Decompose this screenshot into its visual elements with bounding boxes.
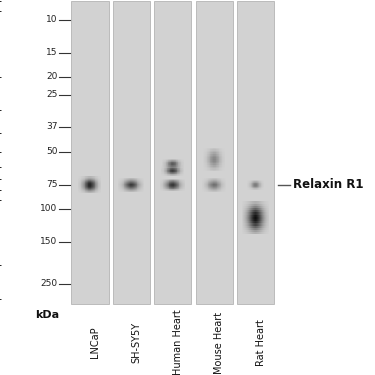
- Text: 250: 250: [40, 279, 57, 288]
- Text: 25: 25: [46, 90, 57, 99]
- Text: 150: 150: [40, 237, 57, 246]
- Text: kDa: kDa: [35, 310, 59, 320]
- Bar: [154, 2, 191, 304]
- Text: Human Heart: Human Heart: [173, 310, 183, 375]
- Text: 75: 75: [46, 180, 57, 189]
- Bar: [195, 2, 233, 304]
- Text: LNCaP: LNCaP: [90, 327, 100, 358]
- Text: 15: 15: [46, 48, 57, 57]
- Text: 20: 20: [46, 72, 57, 81]
- Text: SH-SY5Y: SH-SY5Y: [131, 322, 141, 363]
- Bar: [237, 2, 274, 304]
- Text: Mouse Heart: Mouse Heart: [214, 311, 224, 374]
- Text: Relaxin R1: Relaxin R1: [293, 178, 364, 192]
- Bar: [113, 2, 150, 304]
- Text: 10: 10: [46, 15, 57, 24]
- Bar: [71, 2, 108, 304]
- Text: Rat Heart: Rat Heart: [255, 319, 266, 366]
- Text: 100: 100: [40, 204, 57, 213]
- Text: 50: 50: [46, 147, 57, 156]
- Text: 37: 37: [46, 123, 57, 132]
